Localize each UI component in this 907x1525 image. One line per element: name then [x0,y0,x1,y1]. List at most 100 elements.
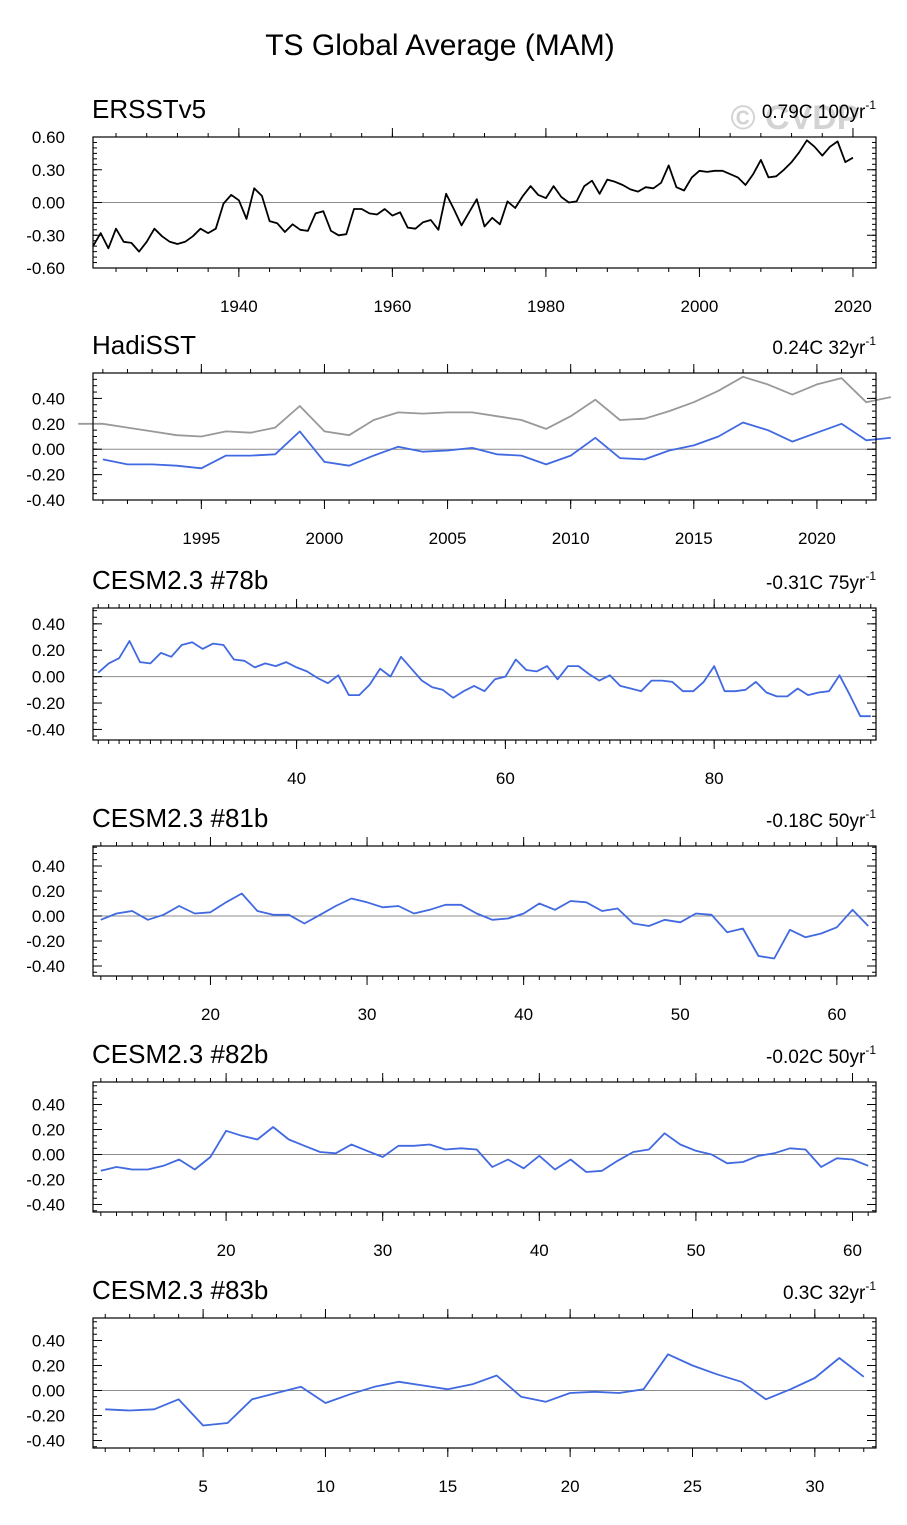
x-tick-label: 20 [561,1477,580,1496]
series-line-cesm2-3-83b [105,1353,865,1427]
y-tick-label: 0.40 [32,615,65,634]
series-line-ersstv5 [78,375,891,438]
trend-label: 0.3C 32yr-1 [783,1279,876,1304]
trend-value: 0.24C [772,338,828,359]
trend-label: -0.02C 50yr-1 [766,1043,876,1068]
panel-5: CESM2.3 #82b -0.02C 50yr-1 -0.40 -0.20 0.00 0… [26,1039,877,1260]
x-tick-label: 60 [496,769,515,788]
series-line-cesm2-3-78b [97,640,871,718]
y-tick-label: 0.00 [32,440,65,459]
panel-title: CESM2.3 #82b [92,1039,268,1069]
y-tick-label: -0.40 [26,1196,65,1215]
trend-value: -0.31C [766,573,828,594]
trend-exponent: -1 [865,98,876,112]
x-tick-label: 2005 [429,529,467,548]
y-tick-label: -0.30 [26,226,65,245]
x-tick-label: 10 [316,1477,335,1496]
trend-label: 0.79C 100yr-1 [762,98,877,123]
trend-period: 100yr [818,102,866,123]
trend-label: -0.31C 75yr-1 [766,569,876,594]
x-tick-label: 50 [671,1005,690,1024]
x-tick-label: 30 [358,1005,377,1024]
y-tick-label: 0.20 [32,415,65,434]
series-line-ersstv5 [92,139,854,253]
x-tick-label: 60 [843,1241,862,1260]
trend-value: -0.02C [766,1047,828,1068]
x-tick-label: 50 [686,1241,705,1260]
y-tick-label: -0.40 [26,720,65,739]
y-tick-label: 0.00 [32,1146,65,1165]
y-tick-label: -0.40 [26,491,65,510]
trend-exponent: -1 [865,569,876,583]
plot-frame [92,607,877,741]
x-tick-label: 2020 [798,529,836,548]
x-tick-label: 60 [827,1005,846,1024]
series-line-cesm2-3-82b [100,1126,869,1173]
x-tick-label: 2020 [834,297,872,316]
x-tick-label: 40 [514,1005,533,1024]
x-tick-label: 20 [217,1241,236,1260]
trend-value: -0.18C [766,811,828,832]
x-tick-label: 5 [198,1477,207,1496]
x-tick-label: 1995 [182,529,220,548]
x-tick-label: 20 [201,1005,220,1024]
panels: ERSSTv5 0.79C 100yr-1-0.60-0.300.000.300.… [26,94,891,1496]
y-tick-label: 0.20 [32,1357,65,1376]
y-tick-label: 0.00 [32,668,65,687]
y-tick-label: 0.60 [32,128,65,147]
y-tick-label: 0.40 [32,857,65,876]
series-line-hadisst [102,421,891,470]
trend-period: 75yr [828,573,866,594]
panel-2: HadiSST 0.24C 32yr-1 -0.40 -0.20 0.00 0.20 0.4… [26,330,891,548]
panel-4: CESM2.3 #81b -0.18C 50yr-1 -0.40 -0.20 0.00 0… [26,803,877,1024]
y-tick-label: 0.00 [32,194,65,213]
y-tick-label: 0.40 [32,1332,65,1351]
y-tick-label: -0.60 [26,259,65,278]
x-tick-label: 30 [805,1477,824,1496]
x-tick-label: 1980 [527,297,565,316]
trend-period: 50yr [828,1047,866,1068]
y-tick-label: 0.40 [32,389,65,408]
y-tick-label: -0.20 [26,1407,65,1426]
x-tick-label: 40 [530,1241,549,1260]
trend-value: 0.79C [762,102,818,123]
trend-label: -0.18C 50yr-1 [766,807,876,832]
x-tick-label: 40 [287,769,306,788]
trend-value: 0.3C [783,1283,828,1304]
watermark: © CVDP [731,99,860,137]
y-tick-label: 0.20 [32,641,65,660]
y-tick-label: 0.30 [32,161,65,180]
x-tick-label: 15 [438,1477,457,1496]
x-tick-label: 1960 [373,297,411,316]
panel-3: CESM2.3 #78b -0.31C 75yr-1 -0.40 -0.20 0.00 0… [26,565,877,788]
trend-label: 0.24C 32yr-1 [772,334,876,359]
x-tick-label: 30 [373,1241,392,1260]
plot-frame [92,845,877,977]
trend-period: 50yr [828,811,866,832]
y-tick-label: -0.40 [26,957,65,976]
x-tick-label: 2015 [675,529,713,548]
trend-exponent: -1 [865,1043,876,1057]
panel-title: ERSSTv5 [92,94,206,124]
y-tick-label: -0.40 [26,1432,65,1451]
y-tick-label: 0.20 [32,882,65,901]
x-tick-label: 80 [705,769,724,788]
y-tick-label: 0.40 [32,1096,65,1115]
y-tick-label: -0.20 [26,932,65,951]
y-tick-label: -0.20 [26,1171,65,1190]
panel-6: CESM2.3 #83b 0.3C 32yr-1 -0.40 -0.20 0.00 0.2… [26,1275,877,1496]
trend-period: 32yr [828,1283,866,1304]
series-line-cesm2-3-81b [100,892,869,960]
panel-1: ERSSTv5 0.79C 100yr-1 -0.60 -0.30 0.00 0.30 0.… [26,94,877,316]
panel-title: CESM2.3 #78b [92,565,268,595]
trend-exponent: -1 [865,1279,876,1293]
trend-period: 32yr [828,338,866,359]
panel-title: CESM2.3 #81b [92,803,268,833]
panel-title: CESM2.3 #83b [92,1275,268,1305]
x-tick-label: 1940 [220,297,258,316]
x-tick-label: 2000 [681,297,719,316]
y-tick-label: -0.20 [26,466,65,485]
trend-exponent: -1 [865,334,876,348]
figure-title: TS Global Average (MAM) [265,29,615,62]
y-tick-label: -0.20 [26,694,65,713]
